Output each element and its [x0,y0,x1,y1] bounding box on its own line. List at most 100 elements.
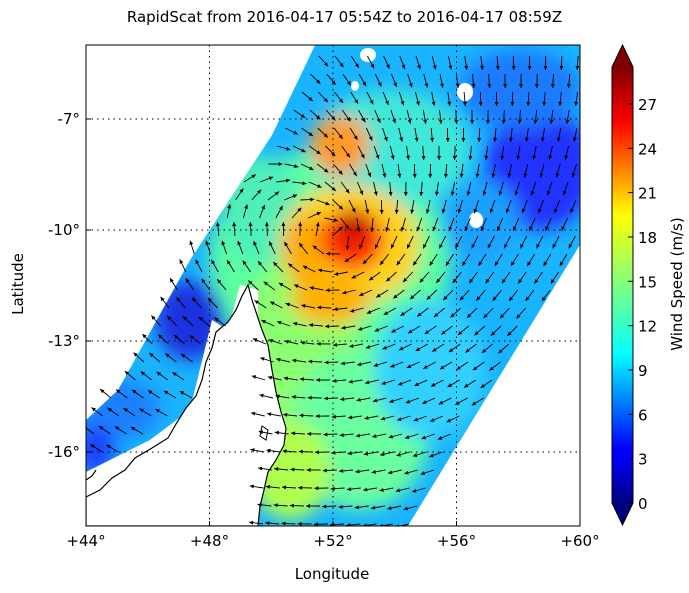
colorbar-tick-label: 3 [638,451,648,469]
wind-vector-head [471,243,476,249]
colorbar-tick-label: 12 [638,318,657,336]
wind-vector-head [338,134,343,139]
wind-vector-head [496,226,501,231]
wind-vector-head [398,381,403,386]
wind-vector-head [416,226,421,232]
wind-vector-head [354,505,359,510]
wind-vector-head [459,296,464,301]
wind-vector-head [156,371,161,376]
wind-vector-head [308,132,313,137]
wind-vector-head [270,301,275,306]
y-tick-label: -10° [48,221,80,239]
wind-vector-head [285,178,291,183]
wind-vector-head [541,296,546,302]
wind-vector-head [265,484,271,489]
wind-vector-head [268,339,274,343]
wind-vector-head [163,390,169,395]
wind-vector-head [298,222,303,227]
wind-vector-head [232,222,237,227]
wind-vector-head [365,344,371,349]
wind-vector-head [385,64,390,69]
wind-vector-head [423,364,428,369]
wind-vector-head [548,155,553,160]
wind-vector-head [518,279,523,284]
wind-vector-head [455,243,460,249]
wind-vector-head [382,345,387,350]
colorbar-tick-label: 9 [638,362,648,380]
wind-vector-head [508,137,513,142]
wind-vector-head [464,383,469,388]
wind-vector-head [462,101,467,106]
wind-vector-head [390,155,395,160]
wind-vector-head [457,330,463,335]
wind-vector-head [477,137,482,142]
wind-vector-head [545,226,549,231]
wind-vector-head [250,448,255,453]
wind-vector-head [338,205,344,210]
wind-vector-head [130,426,136,431]
wind-vector-head [421,155,426,160]
wind-vector-head [387,506,392,511]
wind-vector-head [172,372,177,377]
wind-vector-head [352,171,357,177]
wind-vector-head [316,378,321,383]
wind-vector-head [404,470,409,475]
wind-vector-head [345,152,350,158]
wind-vector-head [299,377,305,382]
wind-vector-head [474,331,479,336]
wind-vector-head [316,341,321,346]
wind-vector-head [391,328,396,333]
wind-vector-head [550,83,555,88]
wind-vector-head [251,174,256,179]
wind-vector-head [447,383,453,387]
wind-vector-head [282,485,287,490]
wind-vector-head [485,278,490,284]
wind-vector-head [443,295,448,301]
wind-vector-head [323,168,329,173]
wind-vector-head [267,375,273,380]
wind-vector-head [331,186,336,191]
wind-vector-head [376,293,381,298]
wind-vector-head [350,308,355,313]
wind-vector-head [339,433,344,438]
wind-vector-head [106,444,111,449]
wind-vector-head [273,262,278,267]
wind-vector-head [511,65,516,70]
wind-vector-head [540,137,545,142]
wind-vector-head [519,83,524,88]
wind-vector-head [266,448,271,453]
colorbar-tick-label: 15 [638,273,657,291]
data-gap [469,212,483,228]
wind-vector-head [517,119,522,124]
colorbar-tick-label: 6 [638,406,648,424]
wind-vector-head [314,450,319,455]
wind-vector-head [263,281,268,286]
wind-vector-head [360,153,365,159]
wind-vector-head [373,191,378,196]
wind-vector-head [288,263,293,268]
wind-vector-head [379,523,383,526]
wind-vector-head [254,300,259,305]
wind-vector-head [466,191,471,196]
wind-vector-head [559,65,564,70]
wind-vector-head [429,453,434,458]
wind-vector-head [546,190,551,196]
wind-vector-head [294,164,299,169]
wind-vector-head [179,391,185,395]
wind-vector-head [437,155,442,160]
wind-vector-head [520,243,524,249]
x-tick-label: +52° [313,532,352,550]
wind-vector-head [334,271,339,276]
wind-vector-head [285,146,291,151]
wind-vector-head [367,172,372,178]
wind-vector-head [487,243,492,249]
wind-vector-head [498,349,503,354]
wind-vector-head [448,348,454,353]
wind-vector-head [258,466,263,471]
wind-vector-head [369,99,374,105]
wind-vector-head [315,414,320,419]
data-gap [351,81,359,91]
wind-vector-head [425,209,430,214]
wind-vector-head [501,119,506,124]
